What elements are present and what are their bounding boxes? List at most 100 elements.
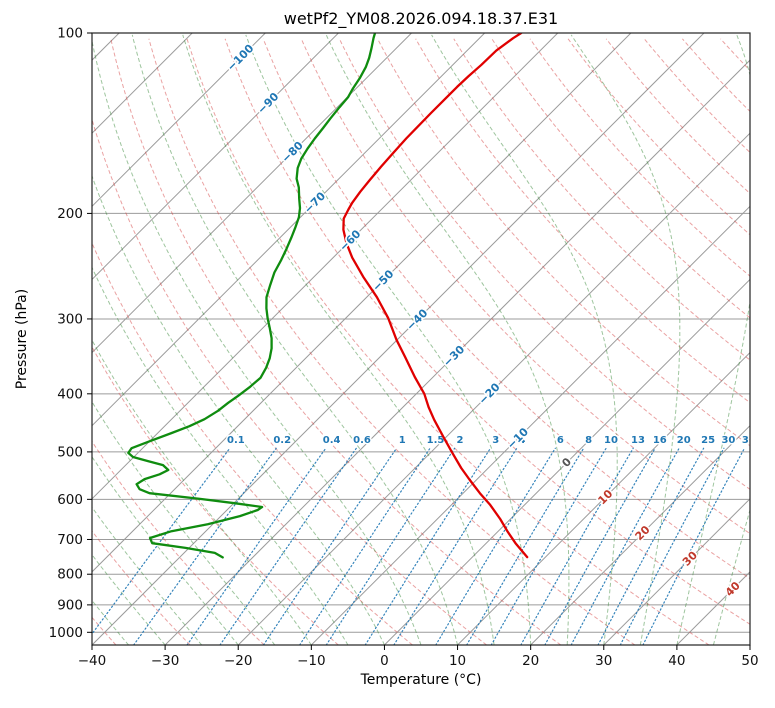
mixing-ratio-line	[544, 447, 656, 645]
moist-adiabat	[749, 643, 750, 645]
moist-adiabat	[570, 34, 681, 645]
dry-adiabat	[415, 38, 750, 404]
y-tick-label: 300	[57, 311, 83, 327]
isotherm-line	[749, 644, 750, 645]
dewpoint-curve	[127, 33, 377, 559]
dry-adiabat	[262, 38, 750, 580]
mixing-ratio-line	[133, 447, 277, 645]
moist-adiabat	[92, 338, 312, 645]
dry-adiabat	[92, 241, 413, 645]
mixing-ratio-line	[219, 447, 357, 645]
moist-adiabat	[131, 34, 459, 645]
isotherm-line	[603, 498, 750, 645]
isotherm-lines	[92, 33, 750, 645]
y-tick-label: 400	[57, 386, 83, 402]
y-axis-label: Pressure (hPa)	[14, 288, 30, 390]
moist-adiabat	[182, 34, 495, 645]
y-tick-label: 700	[57, 532, 83, 548]
dry-adiabat	[224, 38, 750, 625]
y-tick-label: 500	[57, 444, 83, 460]
dry-adiabat	[110, 38, 562, 645]
y-tick-label: 100	[57, 26, 83, 42]
moist-adiabat	[431, 34, 618, 645]
moist-adiabat	[712, 508, 750, 645]
y-tick-label: 600	[57, 492, 83, 508]
mixing-ratio-line	[597, 447, 705, 645]
isotherm-line	[92, 33, 486, 427]
dry-adiabat	[300, 38, 750, 535]
moist-adiabat	[92, 455, 239, 645]
mixing-ratio-line	[520, 447, 634, 645]
mixing-ratio-label: 20	[677, 435, 691, 446]
dry-adiabat	[491, 38, 750, 319]
isotherm-line	[92, 33, 559, 500]
chart-title: wetPf2_YM08.2026.094.18.37.E31	[283, 9, 559, 28]
dry-adiabat	[377, 38, 750, 447]
mixing-ratio-label: 25	[701, 435, 715, 446]
isotherm-line	[310, 205, 750, 645]
sounding-curves	[127, 33, 529, 559]
mixing-ratio-label: 3	[492, 435, 499, 446]
mixing-ratio-line	[570, 447, 680, 645]
moist-adiabat	[676, 34, 750, 645]
y-tick-label: 800	[57, 567, 83, 583]
mixing-ratio-line	[92, 447, 231, 635]
mixing-ratio-label: 1.5	[427, 435, 445, 446]
y-tick-label: 900	[57, 597, 83, 613]
mixing-ratio-label: 0.4	[323, 435, 341, 446]
mixing-ratio-label: 1	[399, 435, 406, 446]
x-tick-label: 0	[380, 653, 389, 669]
isotherm-line	[384, 278, 750, 645]
dry-adiabat	[92, 440, 265, 645]
mixing-ratio-line	[466, 447, 585, 645]
isotherm-line	[92, 33, 266, 208]
mixing-ratio-labels: 0.1 0.2 0.4 0.6 1 1.5 2 3 4 6 8 10 13 16 20 25 30 36	[226, 434, 756, 448]
x-tick-label: −30	[151, 653, 180, 669]
mixing-ratio-line	[262, 447, 398, 645]
mixing-ratio-label: 36	[742, 435, 756, 446]
moist-adiabat	[92, 38, 422, 645]
mixing-ratio-line	[435, 447, 556, 645]
isotherm-line	[237, 132, 750, 645]
y-tick-label: 1000	[49, 625, 83, 641]
moist-adiabat	[245, 34, 532, 645]
x-tick-label: 20	[522, 653, 539, 669]
isotherm-line	[92, 33, 632, 573]
x-tick-label: −40	[78, 653, 107, 669]
mixing-ratio-line	[642, 447, 746, 645]
mixing-ratio-label: 8	[585, 435, 592, 446]
isotherm-line	[92, 33, 705, 645]
isotherm-line	[164, 59, 750, 645]
mixing-ratio-line	[325, 447, 456, 645]
x-tick-label: 30	[595, 653, 612, 669]
mixing-ratio-line	[619, 447, 725, 645]
temperature-curve	[342, 33, 529, 559]
mixing-ratio-label: 30	[721, 435, 735, 446]
mixing-ratio-label: 0.6	[353, 435, 371, 446]
mixing-ratio-label: 2	[457, 435, 464, 446]
isotherm-line	[457, 351, 750, 645]
dry-adiabat	[720, 38, 750, 72]
mixing-ratio-line	[186, 447, 327, 645]
dry-adiabat	[92, 117, 487, 645]
isotherm-line	[530, 424, 750, 645]
isotherm-line	[92, 33, 412, 354]
x-tick-label: 50	[741, 653, 758, 669]
mixing-ratio-label: 0.2	[273, 435, 291, 446]
x-tick-label: 40	[668, 653, 685, 669]
dry-adiabat	[338, 38, 750, 490]
mixing-ratio-lines	[92, 447, 746, 645]
mixing-ratio-line	[299, 447, 431, 645]
dry-adiabat	[453, 38, 750, 361]
mixing-ratio-line	[490, 447, 607, 645]
moist-adiabat-lines	[92, 34, 750, 645]
isotherm-line	[92, 33, 339, 281]
plot-frame	[91, 32, 751, 646]
moist-adiabat	[92, 174, 385, 645]
dry-adiabat	[682, 38, 750, 113]
mixing-ratio-label: 10	[604, 435, 618, 446]
